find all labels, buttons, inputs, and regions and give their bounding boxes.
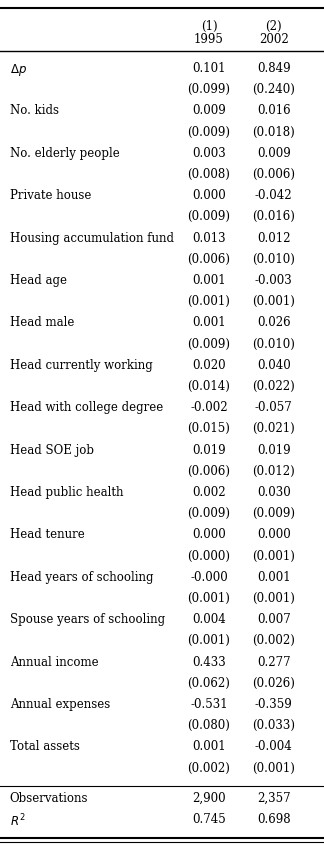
Text: Head tenure: Head tenure	[10, 529, 85, 541]
Text: (0.001): (0.001)	[188, 592, 230, 605]
Text: -0.042: -0.042	[255, 190, 293, 202]
Text: (0.016): (0.016)	[252, 211, 295, 223]
Text: (0.009): (0.009)	[188, 508, 230, 520]
Text: $R^2$: $R^2$	[10, 813, 25, 830]
Text: (0.001): (0.001)	[252, 550, 295, 563]
Text: (0.022): (0.022)	[252, 380, 295, 393]
Text: (0.001): (0.001)	[188, 634, 230, 647]
Text: (0.009): (0.009)	[188, 125, 230, 139]
Text: 0.001: 0.001	[192, 274, 226, 287]
Text: (0.018): (0.018)	[252, 125, 295, 139]
Text: No. elderly people: No. elderly people	[10, 147, 120, 160]
Text: (0.099): (0.099)	[188, 83, 230, 96]
Text: (0.002): (0.002)	[188, 761, 230, 775]
Text: Annual expenses: Annual expenses	[10, 698, 110, 711]
Text: (0.012): (0.012)	[252, 464, 295, 478]
Text: 0.020: 0.020	[192, 359, 226, 371]
Text: 0.007: 0.007	[257, 613, 291, 626]
Text: Head SOE job: Head SOE job	[10, 443, 94, 457]
Text: (0.009): (0.009)	[188, 211, 230, 223]
Text: Observations: Observations	[10, 792, 88, 805]
Text: (0.001): (0.001)	[252, 592, 295, 605]
Text: 0.030: 0.030	[257, 486, 291, 499]
Text: Housing accumulation fund: Housing accumulation fund	[10, 232, 174, 244]
Text: Head male: Head male	[10, 316, 74, 329]
Text: 2,357: 2,357	[257, 792, 291, 805]
Text: (0.006): (0.006)	[188, 464, 230, 478]
Text: 0.000: 0.000	[192, 529, 226, 541]
Text: (0.001): (0.001)	[188, 295, 230, 308]
Text: -0.359: -0.359	[255, 698, 293, 711]
Text: 0.698: 0.698	[257, 813, 291, 826]
Text: Annual income: Annual income	[10, 656, 98, 668]
Text: (0.010): (0.010)	[252, 253, 295, 266]
Text: Total assets: Total assets	[10, 740, 80, 754]
Text: 0.019: 0.019	[257, 443, 291, 457]
Text: (0.001): (0.001)	[252, 761, 295, 775]
Text: Head currently working: Head currently working	[10, 359, 153, 371]
Text: -0.004: -0.004	[255, 740, 293, 754]
Text: 0.000: 0.000	[257, 529, 291, 541]
Text: 0.004: 0.004	[192, 613, 226, 626]
Text: (0.006): (0.006)	[252, 168, 295, 181]
Text: (2): (2)	[265, 20, 282, 33]
Text: 0.849: 0.849	[257, 62, 291, 75]
Text: 0.009: 0.009	[192, 104, 226, 118]
Text: (0.080): (0.080)	[188, 719, 230, 732]
Text: Private house: Private house	[10, 190, 91, 202]
Text: 0.003: 0.003	[192, 147, 226, 160]
Text: No. kids: No. kids	[10, 104, 59, 118]
Text: (0.010): (0.010)	[252, 338, 295, 350]
Text: 0.019: 0.019	[192, 443, 226, 457]
Text: (0.008): (0.008)	[188, 168, 230, 181]
Text: 1995: 1995	[194, 33, 224, 46]
Text: 0.001: 0.001	[192, 740, 226, 754]
Text: (0.062): (0.062)	[188, 677, 230, 689]
Text: 0.013: 0.013	[192, 232, 226, 244]
Text: (0.015): (0.015)	[188, 422, 230, 436]
Text: -0.531: -0.531	[190, 698, 228, 711]
Text: (0.026): (0.026)	[252, 677, 295, 689]
Text: $\Delta p$: $\Delta p$	[10, 62, 27, 78]
Text: (0.009): (0.009)	[252, 508, 295, 520]
Text: (0.006): (0.006)	[188, 253, 230, 266]
Text: (0.021): (0.021)	[252, 422, 295, 436]
Text: 0.277: 0.277	[257, 656, 291, 668]
Text: Head public health: Head public health	[10, 486, 123, 499]
Text: (0.033): (0.033)	[252, 719, 295, 732]
Text: 0.012: 0.012	[257, 232, 291, 244]
Text: 0.001: 0.001	[257, 571, 291, 584]
Text: (0.000): (0.000)	[188, 550, 230, 563]
Text: 0.040: 0.040	[257, 359, 291, 371]
Text: (0.240): (0.240)	[252, 83, 295, 96]
Text: 0.433: 0.433	[192, 656, 226, 668]
Text: -0.000: -0.000	[190, 571, 228, 584]
Text: Spouse years of schooling: Spouse years of schooling	[10, 613, 165, 626]
Text: 0.002: 0.002	[192, 486, 226, 499]
Text: 0.009: 0.009	[257, 147, 291, 160]
Text: Head years of schooling: Head years of schooling	[10, 571, 153, 584]
Text: 0.101: 0.101	[192, 62, 226, 75]
Text: 0.000: 0.000	[192, 190, 226, 202]
Text: Head with college degree: Head with college degree	[10, 401, 163, 415]
Text: -0.002: -0.002	[190, 401, 228, 415]
Text: (0.001): (0.001)	[252, 295, 295, 308]
Text: -0.003: -0.003	[255, 274, 293, 287]
Text: Head age: Head age	[10, 274, 67, 287]
Text: (1): (1)	[201, 20, 217, 33]
Text: 0.745: 0.745	[192, 813, 226, 826]
Text: (0.009): (0.009)	[188, 338, 230, 350]
Text: 0.016: 0.016	[257, 104, 291, 118]
Text: 2002: 2002	[259, 33, 289, 46]
Text: -0.057: -0.057	[255, 401, 293, 415]
Text: (0.002): (0.002)	[252, 634, 295, 647]
Text: 0.001: 0.001	[192, 316, 226, 329]
Text: 0.026: 0.026	[257, 316, 291, 329]
Text: (0.014): (0.014)	[188, 380, 230, 393]
Text: 2,900: 2,900	[192, 792, 226, 805]
